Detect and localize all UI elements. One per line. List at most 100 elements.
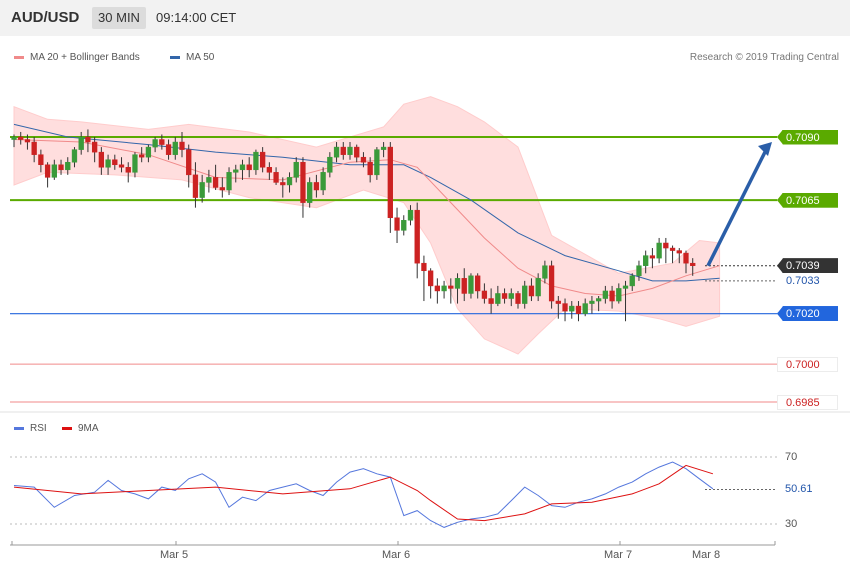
candle [575, 301, 582, 322]
candle-body [259, 151, 266, 168]
candle-body [18, 136, 24, 140]
legend-bb-label: MA 20 + Bollinger Bands [30, 52, 140, 63]
candle-body [31, 141, 37, 155]
candle [374, 147, 380, 180]
candle-body [24, 139, 31, 143]
candle-body [320, 172, 326, 191]
candle [78, 131, 84, 155]
candle [441, 280, 447, 299]
candle [71, 147, 78, 168]
candle [508, 288, 514, 307]
candle [246, 157, 252, 178]
price-tag-0-6985: 0.6985 [777, 394, 838, 410]
candle [165, 139, 172, 160]
candle-body [139, 154, 145, 158]
candle [313, 174, 320, 198]
date-label: Mar 7 [604, 549, 633, 561]
candle-body [649, 255, 656, 259]
candle [562, 298, 568, 322]
candle [105, 154, 111, 175]
candle-body [448, 285, 454, 289]
forecast-arrow-head [758, 142, 772, 157]
candle [602, 285, 609, 304]
candle [622, 280, 629, 322]
rsi-current-label: 50.61 [785, 482, 813, 495]
timeframe-badge[interactable]: 30 MIN [92, 7, 146, 29]
candle [367, 157, 373, 183]
candle-body [394, 217, 400, 231]
candle [239, 159, 246, 180]
candle [259, 147, 266, 173]
candle [85, 129, 91, 153]
candle-body [266, 167, 273, 173]
chart-canvas[interactable] [0, 36, 850, 576]
candle-body [179, 141, 185, 150]
candle [454, 273, 461, 304]
candle [253, 149, 259, 175]
chart-header: AUD/USD 30 MIN 09:14:00 CET [0, 0, 850, 36]
date-label: Mar 5 [160, 549, 189, 561]
candle [307, 177, 313, 208]
candle-body [286, 177, 293, 186]
legend-ma50-label: MA 50 [186, 52, 215, 63]
candle-body [602, 290, 609, 299]
candle [31, 137, 37, 163]
forecast-arrow [706, 142, 772, 267]
candle [293, 157, 299, 183]
candle-body [300, 161, 306, 203]
candle-body [562, 303, 568, 312]
candle-body [508, 293, 514, 299]
candle [179, 131, 185, 158]
candle [548, 260, 555, 309]
candle [643, 250, 649, 274]
candle [132, 152, 138, 178]
candle [380, 142, 387, 158]
candle-body [333, 146, 340, 158]
candle-body [145, 146, 152, 158]
candle-body [360, 156, 367, 163]
candle [186, 144, 192, 188]
candles-layer [11, 129, 696, 322]
price-tag-0-7065: 0.7065 [777, 192, 838, 208]
candle-body [44, 164, 51, 178]
candle-body [307, 182, 313, 203]
legend-rsi-ma: 9MA [62, 423, 99, 434]
candle-body [293, 161, 299, 178]
candle-body [246, 164, 252, 171]
candle [669, 245, 676, 264]
candle-body [206, 177, 212, 183]
candle-body [636, 265, 642, 277]
candle-body [622, 285, 629, 289]
date-label: Mar 6 [382, 549, 411, 561]
candle [300, 157, 306, 218]
candle [273, 167, 279, 185]
candle [468, 273, 474, 299]
candle-body [522, 285, 528, 304]
candle [192, 162, 199, 208]
legend-9ma-label: 9MA [78, 423, 99, 434]
candle-body [569, 305, 575, 312]
candle-body [387, 146, 393, 219]
candle-body [159, 139, 165, 145]
candle-body [226, 172, 232, 191]
bollinger-band-layer [13, 96, 721, 355]
candle [542, 260, 548, 284]
candle [219, 177, 225, 198]
candle-body [542, 265, 548, 279]
candle [488, 288, 494, 314]
legend-ma50: MA 50 [170, 52, 214, 63]
ma20-line [13, 139, 720, 297]
candle-body [501, 293, 508, 299]
candle [528, 278, 535, 302]
candle-body [186, 149, 192, 176]
candle-body [192, 174, 199, 198]
candle-body [132, 154, 138, 173]
candle-body [212, 177, 219, 188]
candle [199, 174, 205, 203]
candle-body [239, 164, 246, 171]
candle [515, 290, 521, 309]
candle-body [112, 159, 118, 166]
candle [522, 280, 528, 309]
candle-body [454, 278, 461, 289]
